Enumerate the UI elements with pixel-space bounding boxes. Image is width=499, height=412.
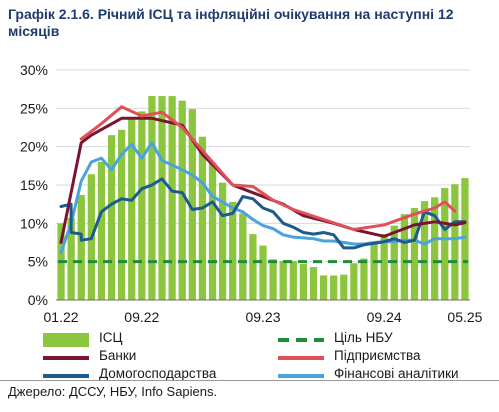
- x-tick-label: 09.22: [124, 309, 159, 325]
- legend-swatch-banks: [43, 356, 89, 360]
- cpi-bar: [208, 162, 217, 300]
- cpi-bar: [461, 178, 469, 300]
- y-tick-label: 10%: [20, 215, 48, 231]
- legend-swatch-enterprises: [278, 356, 324, 360]
- cpi-bar: [229, 201, 237, 300]
- cpi-bar: [249, 234, 257, 300]
- y-tick-label: 15%: [20, 177, 48, 193]
- cpi-bar: [218, 182, 227, 300]
- legend-swatch-households: [43, 374, 89, 378]
- figure-number: Графік 2.1.6.: [8, 6, 94, 22]
- cpi-bar: [370, 242, 378, 300]
- source-note: Джерело: ДССУ, НБУ, Info Sapiens.: [8, 384, 218, 399]
- cpi-bar: [269, 259, 277, 300]
- cpi-bar: [279, 260, 287, 300]
- cpi-bar: [420, 201, 429, 300]
- cpi-bar: [128, 117, 136, 301]
- enterprises-line: [79, 105, 457, 231]
- cpi-bar: [77, 194, 85, 300]
- cpi-bar: [400, 214, 409, 300]
- legend-swatch-nbu-target: [278, 338, 324, 342]
- cpi-bar: [239, 213, 247, 300]
- cpi-bar: [67, 217, 75, 300]
- cpi-bar: [451, 184, 459, 300]
- cpi-bar: [309, 267, 318, 300]
- legend-label-analysts: Фінансові аналітики: [334, 366, 459, 381]
- chart-title: Графік 2.1.6. Річний ІСЦ та інфляційні о…: [8, 6, 488, 40]
- cpi-bar: [380, 234, 388, 300]
- cpi-bar: [330, 275, 338, 300]
- legend-label-enterprises: Підприємства: [334, 348, 421, 363]
- cpi-bar: [410, 208, 419, 300]
- legend-label-nbu-target: Ціль НБУ: [334, 330, 393, 345]
- cpi-bar: [431, 197, 439, 300]
- cpi-bar: [188, 109, 196, 300]
- cpi-bar: [259, 245, 267, 300]
- cpi-bar: [340, 274, 348, 300]
- cpi-bar: [350, 263, 358, 300]
- x-tick-label: 09.23: [245, 309, 280, 325]
- cpi-bar: [138, 111, 146, 301]
- cpi-bar: [97, 162, 106, 300]
- cpi-bar: [148, 96, 156, 300]
- figure-title-text: Річний ІСЦ та інфляційні очікування на н…: [8, 6, 454, 39]
- cpi-bar: [117, 129, 126, 300]
- legend-swatch-cpi: [43, 333, 89, 347]
- cpi-bar: [289, 260, 297, 300]
- cpi-bar: [299, 263, 308, 300]
- cpi-bar: [178, 100, 186, 300]
- y-tick-label: 20%: [20, 139, 48, 155]
- cpi-bar: [441, 188, 449, 300]
- y-tick-label: 0%: [28, 292, 48, 308]
- cpi-bar: [158, 96, 166, 300]
- x-tick-label: 05.25: [447, 309, 482, 325]
- cpi-bar: [168, 96, 176, 300]
- cpi-bar: [360, 258, 368, 300]
- cpi-bar: [198, 136, 207, 300]
- cpi-bar: [107, 135, 116, 300]
- y-tick-label: 30%: [20, 62, 48, 78]
- households-line: [59, 177, 467, 250]
- cpi-expectations-chart: 0% 5% 10% 15% 20% 25% 30% 01.22 09.22 09.23 09.24 0…: [20, 62, 483, 325]
- legend-label-households: Домогосподарства: [99, 366, 217, 381]
- y-tick-label: 5%: [28, 254, 48, 270]
- legend-swatch-analysts: [278, 374, 324, 378]
- legend-label-cpi: ІСЦ: [99, 330, 123, 345]
- chart-legend: ІСЦ Ціль НБУ Банки Підприємства Домогосп…: [0, 326, 499, 382]
- legend-label-banks: Банки: [99, 348, 137, 363]
- x-tick-label: 01.22: [44, 309, 79, 325]
- source-divider: [0, 380, 499, 381]
- x-tick-label: 09.24: [367, 309, 402, 325]
- cpi-bar: [319, 275, 328, 300]
- y-tick-label: 25%: [20, 100, 48, 116]
